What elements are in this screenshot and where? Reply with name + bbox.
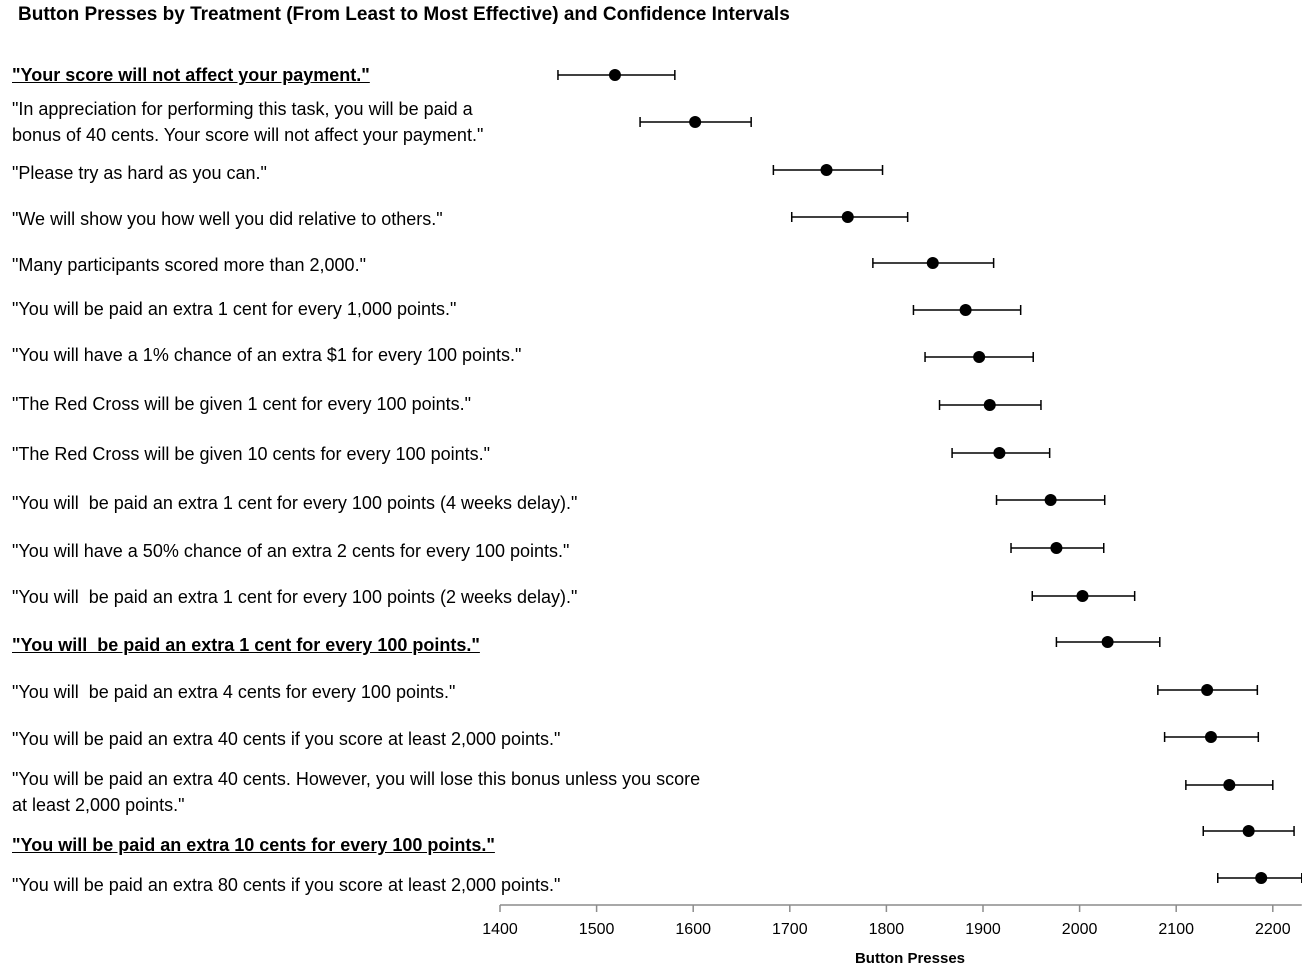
data-point xyxy=(1044,494,1057,506)
data-point xyxy=(993,447,1006,459)
treatment-label: "The Red Cross will be given 10 cents fo… xyxy=(12,444,491,464)
treatment-label: "You will be paid an extra 1 cent for ev… xyxy=(12,635,480,655)
treatment-label: "You will be paid an extra 4 cents for e… xyxy=(12,682,456,702)
data-point xyxy=(926,257,939,269)
data-point xyxy=(1050,542,1063,554)
treatment-label: "You will be paid an extra 1 cent for ev… xyxy=(12,493,578,513)
treatment-label: "You will have a 1% chance of an extra $… xyxy=(12,345,522,365)
x-tick-label: 1600 xyxy=(675,921,711,938)
treatment-label: "You will have a 50% chance of an extra … xyxy=(12,541,570,561)
x-tick-label: 2100 xyxy=(1158,921,1194,938)
treatment-label: "You will be paid an extra 10 cents for … xyxy=(12,835,495,855)
treatment-label: "You will be paid an extra 1 cent for ev… xyxy=(12,587,578,607)
treatment-label: "The Red Cross will be given 1 cent for … xyxy=(12,394,471,414)
chart-title: Button Presses by Treatment (From Least … xyxy=(18,4,790,25)
x-tick-label: 2000 xyxy=(1062,921,1098,938)
x-tick-label: 1700 xyxy=(772,921,808,938)
x-tick-label: 1500 xyxy=(579,921,615,938)
data-point xyxy=(689,116,702,128)
data-point xyxy=(1204,731,1217,743)
data-point xyxy=(973,351,986,363)
x-axis-title: Button Presses xyxy=(855,950,965,967)
data-point xyxy=(608,69,621,81)
treatment-label: "Many participants scored more than 2,00… xyxy=(12,255,366,275)
data-point xyxy=(1201,684,1214,696)
data-point xyxy=(983,399,996,411)
data-point xyxy=(841,211,854,223)
data-point xyxy=(1223,779,1236,791)
data-point xyxy=(1101,636,1114,648)
treatment-label: "You will be paid an extra 1 cent for ev… xyxy=(12,299,457,319)
data-point xyxy=(820,164,833,176)
x-tick-label: 2200 xyxy=(1255,921,1291,938)
treatment-label: "We will show you how well you did relat… xyxy=(12,209,443,229)
data-point xyxy=(1076,590,1089,602)
treatment-label: "In appreciation for performing this tas… xyxy=(12,99,484,145)
treatment-label: "Your score will not affect your payment… xyxy=(12,65,370,85)
treatment-label: "You will be paid an extra 40 cents if y… xyxy=(12,729,561,749)
data-point xyxy=(1242,825,1255,837)
data-point xyxy=(1255,872,1268,884)
x-tick-label: 1400 xyxy=(482,921,518,938)
data-point xyxy=(959,304,972,316)
treatment-label: "You will be paid an extra 80 cents if y… xyxy=(12,875,561,895)
treatment-label: "Please try as hard as you can." xyxy=(12,163,267,183)
x-tick-label: 1800 xyxy=(869,921,905,938)
treatment-label: "You will be paid an extra 40 cents. How… xyxy=(12,769,701,815)
x-tick-label: 1900 xyxy=(965,921,1001,938)
